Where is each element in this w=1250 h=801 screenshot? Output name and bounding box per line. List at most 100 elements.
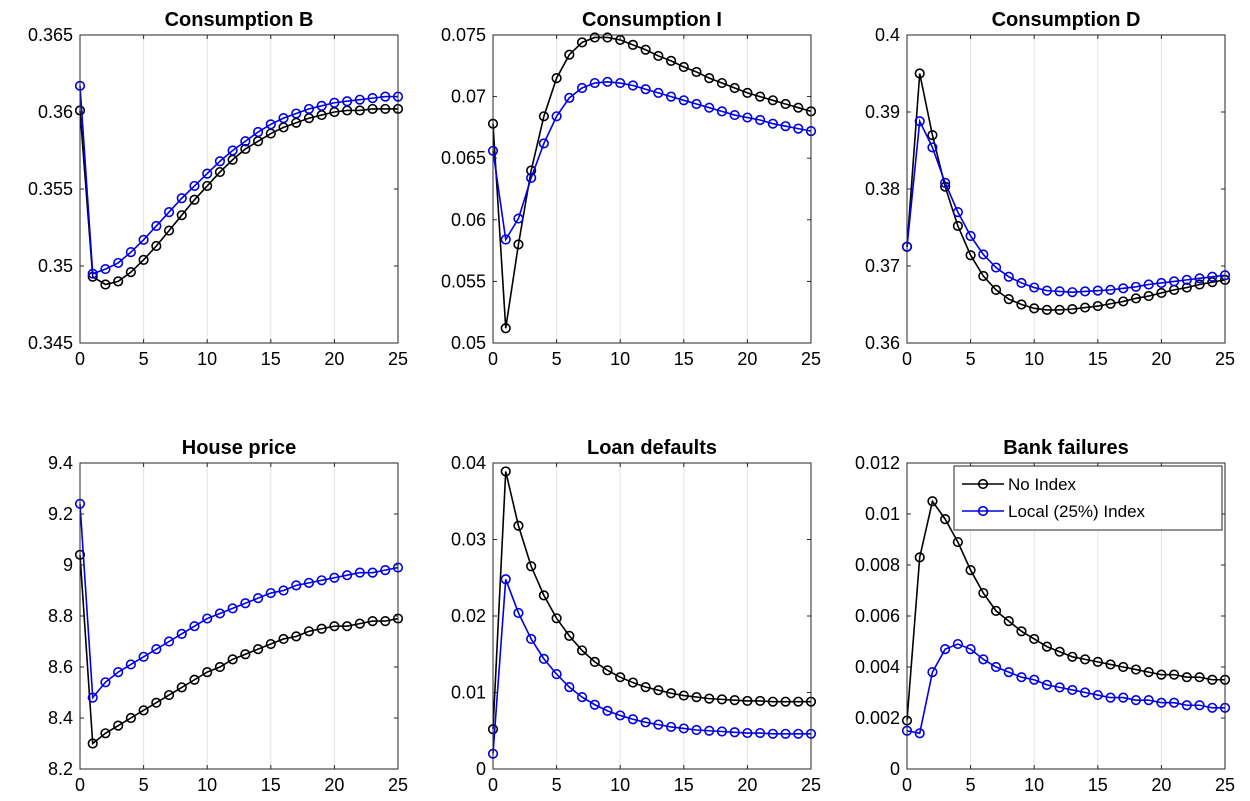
data-point [990, 605, 1002, 617]
data-point [665, 688, 677, 699]
data-point [342, 96, 353, 107]
data-point [627, 80, 639, 91]
data-point [742, 727, 753, 739]
data-point [500, 234, 511, 245]
data-point [538, 111, 549, 122]
data-point [551, 73, 562, 84]
data-point [189, 180, 200, 192]
data-point [265, 119, 276, 130]
data-point [227, 145, 238, 156]
panel-loan-defaults: 0 5 10 15 20 25 0 0.01 0.02 0.03 0.04 Loan defaults [451, 437, 821, 795]
data-point [564, 682, 575, 693]
data-point [1003, 271, 1014, 282]
data-point [500, 574, 511, 585]
legend-label: No Index [1008, 475, 1077, 494]
data-point [1029, 633, 1040, 645]
data-point [151, 644, 162, 655]
x-tick-label: 5 [552, 775, 562, 795]
y-tick-label: 0.35 [38, 256, 73, 276]
data-point [1181, 700, 1192, 711]
series-line [492, 36, 812, 329]
data-point [615, 77, 626, 89]
y-tick-label: 8.4 [48, 708, 73, 728]
data-point [202, 180, 213, 192]
data-point [589, 32, 600, 43]
data-point [1079, 687, 1091, 698]
data-point [538, 138, 549, 149]
series-no-index [74, 103, 404, 290]
data-point [691, 724, 702, 736]
data-point [1181, 672, 1192, 683]
data-point [755, 114, 766, 126]
data-point [653, 685, 664, 696]
x-tick-label: 25 [388, 775, 408, 795]
data-point [354, 567, 365, 578]
data-point [914, 116, 925, 127]
data-point [138, 705, 149, 716]
data-point [329, 572, 340, 583]
x-tick-label: 15 [674, 349, 694, 369]
data-point [990, 661, 1002, 673]
data-point [940, 177, 951, 188]
data-point [113, 276, 124, 287]
data-point [1207, 277, 1218, 288]
y-tick-label: 0.01 [451, 683, 486, 703]
data-point [513, 213, 524, 224]
data-point [252, 644, 264, 655]
legend-entry-local-25-index: Local (25%) Index [962, 502, 1146, 521]
data-point [316, 623, 327, 634]
x-tick-label: 10 [1024, 775, 1044, 795]
series-local-25-index [901, 638, 1231, 739]
data-point [1105, 298, 1116, 309]
data-point [1003, 615, 1014, 627]
y-tick-label: 0.06 [451, 210, 486, 230]
data-point [265, 587, 276, 599]
data-point [952, 638, 963, 650]
x-tick-label: 15 [1088, 349, 1108, 369]
data-point [329, 621, 340, 632]
series-line [79, 108, 398, 286]
data-point [163, 636, 175, 647]
data-point [214, 661, 226, 673]
data-point [176, 193, 187, 204]
data-point [1041, 641, 1053, 652]
data-point [1130, 695, 1142, 706]
data-point [704, 693, 715, 704]
data-point [615, 672, 626, 683]
data-point [1194, 279, 1205, 290]
data-point [87, 738, 98, 749]
data-point [640, 682, 651, 693]
data-point [176, 628, 187, 639]
data-point [265, 638, 276, 650]
data-point [1169, 276, 1180, 287]
data-point [1118, 296, 1129, 307]
chart-title: Bank failures [1003, 437, 1129, 459]
data-point [500, 466, 511, 477]
data-point [329, 97, 340, 108]
data-point [87, 268, 98, 279]
data-point [138, 254, 149, 265]
x-tick-label: 25 [801, 775, 821, 795]
data-point [1054, 304, 1065, 315]
data-point [704, 102, 715, 113]
data-point [1207, 674, 1218, 685]
data-point [1207, 271, 1218, 282]
x-tick-label: 5 [139, 775, 149, 795]
data-point [189, 621, 200, 632]
x-tick-label: 0 [902, 349, 912, 369]
data-point [354, 105, 365, 116]
data-point [138, 234, 149, 245]
x-tick-label: 25 [801, 349, 821, 369]
data-point [380, 615, 391, 627]
data-point [965, 250, 976, 261]
series-local-25-index [74, 80, 404, 279]
data-point [1105, 692, 1116, 703]
data-point [691, 691, 702, 703]
data-point [1041, 679, 1053, 690]
data-point [151, 220, 162, 232]
plot-area [80, 35, 398, 343]
data-point [742, 695, 753, 707]
y-tick-label: 0.055 [441, 271, 486, 291]
panel-consumption-i: 0 5 10 15 20 25 0.05 0.055 0.06 0.065 0.07 0.075 Con… [441, 9, 821, 369]
